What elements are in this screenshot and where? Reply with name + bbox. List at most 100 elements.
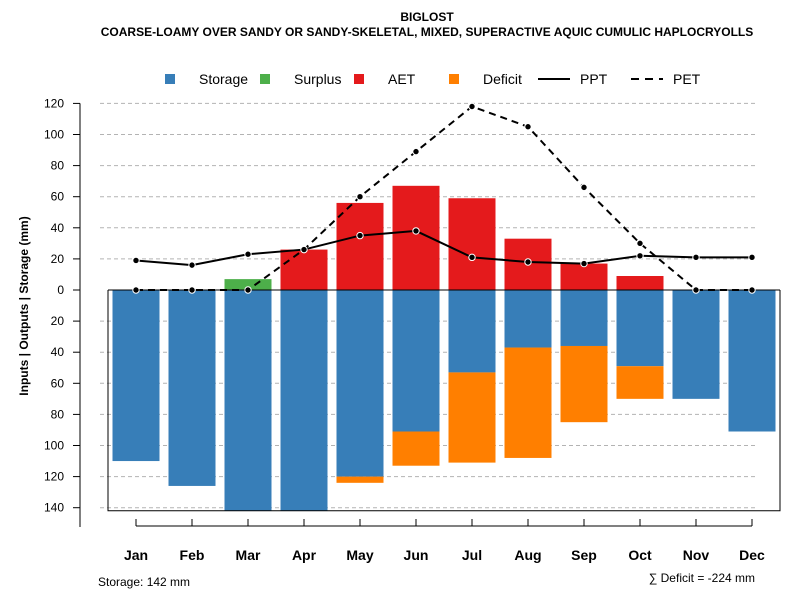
- aet-bar-oct: [616, 276, 664, 290]
- aet-bar-apr: [280, 249, 328, 290]
- ppt-point-may: [356, 231, 364, 240]
- y-tick-label: 100: [44, 439, 64, 453]
- y-tick-label: 60: [51, 376, 65, 390]
- y-tick-label: 140: [44, 501, 64, 515]
- y-axis: 140 120 100 80 60 40 20 0 20 40 60 80 100 120: [44, 96, 81, 527]
- pet-point-aug: [524, 123, 532, 131]
- storage-bar-mar: [224, 290, 272, 511]
- legend-label: Deficit: [483, 71, 522, 87]
- x-tick-label-dec: Dec: [739, 547, 765, 563]
- legend-label: AET: [388, 71, 416, 87]
- legend-label: PPT: [580, 71, 608, 87]
- deficit-bar-oct: [616, 366, 664, 399]
- legend-label: Surplus: [294, 71, 341, 87]
- legend-swatch: [354, 74, 364, 84]
- ppt-point-aug: [524, 258, 532, 266]
- surplus-bar-mar: [224, 279, 272, 290]
- pet-point-feb: [188, 286, 196, 294]
- x-tick-label-oct: Oct: [628, 547, 652, 563]
- legend-label: PET: [673, 71, 701, 87]
- ppt-point-jun: [412, 227, 420, 235]
- x-tick-label-jun: Jun: [404, 547, 429, 563]
- storage-capacity-box: [107, 290, 781, 512]
- legend-item-storage: Storage: [165, 71, 248, 87]
- ppt-point-apr: [300, 245, 308, 254]
- x-tick-label-apr: Apr: [292, 547, 317, 563]
- chart-title: BIGLOST: [400, 10, 454, 24]
- storage-bar-apr: [280, 290, 328, 511]
- x-axis: Jan Feb Mar Apr May Jun Jul Aug Sep Oct Nov Dec: [124, 519, 765, 563]
- y-tick-label: 60: [51, 190, 65, 204]
- ppt-point-feb: [188, 261, 196, 269]
- y-tick-label: 40: [51, 221, 65, 235]
- y-tick-label: 120: [44, 96, 64, 110]
- x-tick-label-may: May: [346, 547, 373, 563]
- storage-bar-dec: [728, 290, 776, 432]
- storage-bar-sep: [560, 290, 608, 346]
- y-tick-label: 0: [57, 283, 64, 297]
- y-axis-label: Inputs | Outputs | Storage (mm): [17, 216, 31, 395]
- x-tick-label-sep: Sep: [571, 547, 597, 563]
- pet-line: [136, 105, 752, 291]
- ppt-point-mar: [244, 250, 252, 258]
- legend-item-aet: AET: [354, 71, 416, 87]
- storage-bar-feb: [168, 290, 216, 486]
- deficit-bar-sep: [560, 345, 608, 423]
- y-tick-label: 80: [51, 159, 65, 173]
- x-tick-label-nov: Nov: [683, 547, 710, 563]
- legend-item-ppt: PPT: [538, 71, 608, 87]
- pet-point-jan: [132, 286, 140, 294]
- pet-point-oct: [636, 239, 644, 248]
- y-tick-label: 120: [44, 470, 64, 484]
- pet-point-jun: [412, 147, 420, 156]
- aet-bar-sep: [560, 263, 608, 290]
- storage-footnote: Storage: 142 mm: [98, 575, 190, 589]
- y-tick-label: 20: [51, 314, 65, 328]
- ppt-point-dec: [748, 253, 756, 262]
- x-tick-label-mar: Mar: [236, 547, 261, 563]
- ppt-point-jul: [468, 253, 476, 262]
- deficit-bar-may: [336, 476, 384, 483]
- ppt-point-nov: [692, 253, 700, 262]
- deficit-bar-jun: [392, 431, 440, 466]
- legend-swatch: [449, 74, 459, 84]
- pet-point-mar: [244, 286, 252, 294]
- pet-point-may: [356, 193, 364, 201]
- ppt-line: [135, 229, 752, 267]
- y-tick-label: 40: [51, 345, 65, 359]
- pet-point-dec: [748, 286, 756, 294]
- legend-swatch: [165, 74, 175, 84]
- y-tick-label: 20: [51, 252, 65, 266]
- aet-bar-jul: [448, 198, 496, 290]
- ppt-point-jan: [132, 256, 140, 265]
- storage-bar-jun: [392, 290, 440, 432]
- storage-bar-nov: [672, 290, 720, 399]
- pet-point-nov: [692, 286, 700, 294]
- legend-item-surplus: Surplus: [260, 71, 341, 87]
- storage-bar-jul: [448, 290, 496, 373]
- chart-legend: Storage Surplus AET Deficit PPT PET: [165, 71, 701, 87]
- x-tick-label-jan: Jan: [124, 547, 148, 563]
- x-tick-label-jul: Jul: [462, 547, 482, 563]
- deficit-bar-jul: [448, 372, 496, 463]
- ppt-point-sep: [580, 259, 588, 268]
- chart-subtitle: COARSE-LOAMY OVER SANDY OR SANDY-SKELETA…: [101, 25, 754, 39]
- deficit-footnote: ∑ Deficit = -224 mm: [649, 571, 755, 585]
- y-tick-label: 80: [51, 407, 65, 421]
- legend-item-deficit: Deficit: [449, 71, 522, 87]
- aet-bar-may: [336, 202, 384, 290]
- legend-label: Storage: [199, 71, 248, 87]
- pet-point-jul: [468, 102, 476, 111]
- y-tick-label: 100: [44, 128, 64, 142]
- pet-point-sep: [580, 183, 588, 192]
- lines-group: [132, 102, 756, 294]
- storage-bar-may: [336, 290, 384, 477]
- x-tick-label-aug: Aug: [514, 547, 541, 563]
- legend-item-pet: PET: [631, 71, 701, 87]
- storage-bar-oct: [616, 290, 664, 367]
- bars-group: [112, 185, 776, 511]
- storage-bar-jan: [112, 290, 160, 462]
- storage-bar-aug: [504, 290, 552, 348]
- legend-swatch: [260, 74, 270, 84]
